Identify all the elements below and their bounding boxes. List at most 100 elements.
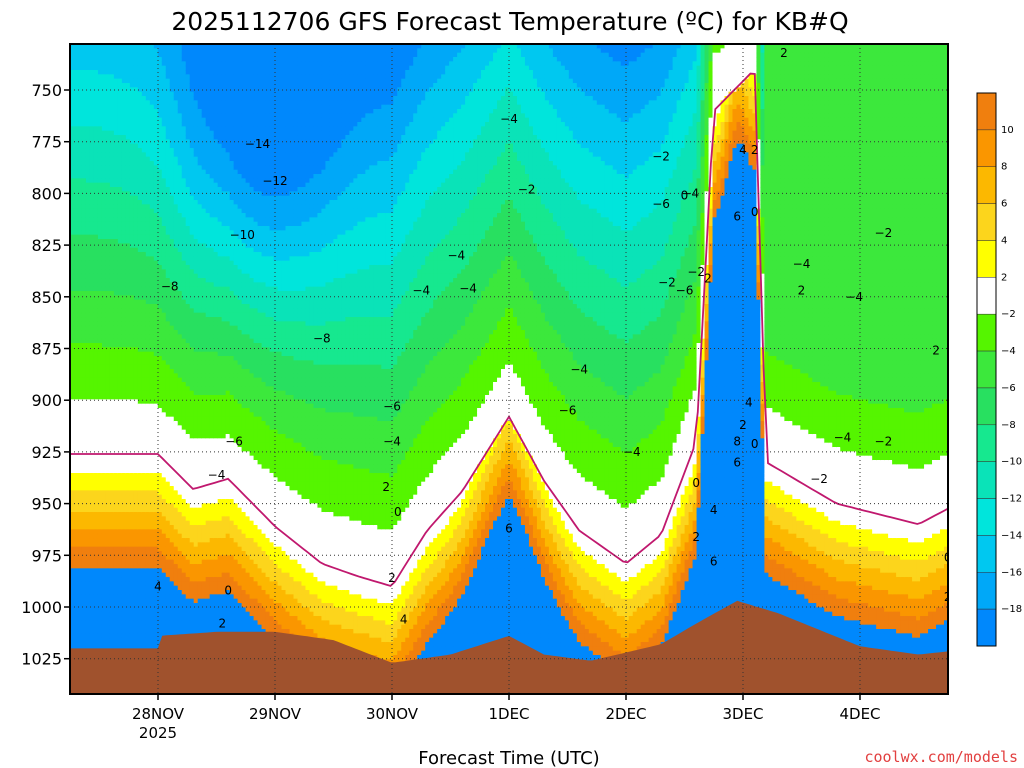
x-tick-label: 4DEC bbox=[839, 705, 880, 723]
contour-label: −6 bbox=[676, 284, 694, 298]
contour-label: −4 bbox=[500, 112, 518, 126]
colorbar-bin bbox=[976, 92, 997, 131]
contour-label: 2 bbox=[692, 530, 700, 544]
contour-label: 6 bbox=[733, 455, 741, 469]
contour-label: 2 bbox=[780, 46, 788, 60]
contour-label: 0 bbox=[692, 476, 700, 490]
colorbar-tick-label: −12 bbox=[1001, 494, 1022, 505]
colorbar-bin bbox=[976, 240, 997, 278]
contour-label: −8 bbox=[161, 280, 179, 294]
contour-label: −2 bbox=[658, 275, 676, 289]
contour-label: 0 bbox=[394, 505, 402, 519]
credit-text[interactable]: coolwx.com/models bbox=[864, 748, 1018, 766]
contour-label: 0 bbox=[751, 437, 759, 451]
contour-label: −4 bbox=[793, 257, 811, 271]
y-tick-label: 950 bbox=[31, 495, 62, 514]
colorbar-bin bbox=[976, 608, 997, 647]
contour-label: −2 bbox=[875, 226, 893, 240]
colorbar-tick-label: −16 bbox=[1001, 567, 1022, 578]
y-axis: 750 775 800 825 850 875 900 925 950 975 1000 1025 bbox=[21, 81, 70, 669]
contour-label: 2 bbox=[739, 418, 747, 432]
contour-label: 6 bbox=[733, 209, 741, 223]
colorbar-bin bbox=[976, 203, 997, 241]
contour-label: −4 bbox=[681, 187, 699, 201]
contour-label: 2 bbox=[751, 143, 759, 157]
contour-label: −4 bbox=[447, 249, 465, 263]
x-tick-label: 2DEC bbox=[605, 705, 646, 723]
colorbar: 10 8 6 4 2 −2 −4 −6 −8 −10 −12 −14 −16 −18 bbox=[976, 92, 1022, 647]
x-tick-label: 29NOV bbox=[249, 705, 302, 723]
contour-label: −4 bbox=[623, 445, 641, 459]
contour-label: −2 bbox=[875, 435, 893, 449]
colorbar-bin bbox=[976, 129, 997, 167]
contour-label: −10 bbox=[230, 228, 255, 242]
colorbar-frame bbox=[976, 92, 997, 647]
colorbar-tick-label: −6 bbox=[1001, 383, 1016, 394]
contour-label: 4 bbox=[710, 503, 718, 517]
colorbar-bin bbox=[976, 387, 997, 426]
colorbar-bin bbox=[976, 461, 997, 499]
contour-label: 0 bbox=[681, 189, 689, 203]
colorbar-tick-label: 10 bbox=[1001, 125, 1014, 136]
colorbar-bin bbox=[976, 313, 997, 352]
colorbar-bin bbox=[976, 424, 997, 462]
colorbar-bin bbox=[976, 572, 997, 610]
contour-label: 0 bbox=[224, 584, 232, 598]
colorbar-tick-label: −14 bbox=[1001, 530, 1022, 541]
contour-label: −4 bbox=[208, 468, 226, 482]
colorbar-tick-label: 8 bbox=[1001, 162, 1007, 173]
contour-label: −4 bbox=[412, 284, 430, 298]
colorbar-tick-label: −8 bbox=[1001, 420, 1016, 431]
contour-label: 2 bbox=[382, 480, 390, 494]
y-tick-label: 875 bbox=[31, 340, 62, 359]
colorbar-bin bbox=[976, 166, 997, 204]
contour-label: −4 bbox=[459, 282, 477, 296]
y-tick-label: 975 bbox=[31, 546, 62, 565]
contour-label: −2 bbox=[810, 472, 828, 486]
colorbar-tick-label: −10 bbox=[1001, 457, 1022, 468]
contour-label: 4 bbox=[154, 579, 162, 593]
contour-label: 8 bbox=[733, 435, 741, 449]
contour-label: 2 bbox=[704, 271, 712, 285]
colorbar-bin bbox=[976, 498, 997, 536]
colorbar-tick-label: 6 bbox=[1001, 199, 1007, 210]
colorbar-tick-label: 4 bbox=[1001, 235, 1007, 246]
y-tick-label: 1025 bbox=[21, 650, 62, 669]
contour-label: 6 bbox=[710, 555, 718, 569]
x-tick-label: 30NOV bbox=[366, 705, 419, 723]
contour-label: 2 bbox=[798, 284, 806, 298]
contour-label: −6 bbox=[652, 197, 670, 211]
contour-label: −2 bbox=[652, 149, 670, 163]
colorbar-tick-label: −18 bbox=[1001, 604, 1022, 615]
chart-title: 2025112706 GFS Forecast Temperature (ºC)… bbox=[171, 7, 848, 36]
colorbar-tick-label: 2 bbox=[1001, 272, 1007, 283]
contour-label: 4 bbox=[745, 395, 753, 409]
contour-label: −14 bbox=[245, 137, 270, 151]
contour-label: −4 bbox=[570, 362, 588, 376]
contour-label: 2 bbox=[388, 571, 396, 585]
contour-label: −4 bbox=[834, 431, 852, 445]
contour-label: −6 bbox=[383, 400, 401, 414]
contour-label: −2 bbox=[687, 265, 705, 279]
colorbar-bin bbox=[976, 350, 997, 389]
contour-label: 2 bbox=[944, 590, 952, 604]
x-axis: 28NOV 29NOV 30NOV 1DEC 2DEC 3DEC 4DEC 2025 bbox=[132, 694, 881, 742]
y-tick-label: 825 bbox=[31, 236, 62, 255]
contour-label: 4 bbox=[739, 143, 747, 157]
contour-label: −6 bbox=[225, 435, 243, 449]
contour-label: −4 bbox=[845, 290, 863, 304]
contour-label: 2 bbox=[932, 344, 940, 358]
y-tick-label: 925 bbox=[31, 443, 62, 462]
contour-label: 2 bbox=[219, 617, 227, 631]
colorbar-bin bbox=[976, 535, 997, 573]
contour-label: 0 bbox=[944, 551, 952, 565]
colorbar-tick-label: −4 bbox=[1001, 346, 1016, 357]
x-tick-label: 1DEC bbox=[488, 705, 529, 723]
terrain-area bbox=[70, 600, 948, 694]
colorbar-bin bbox=[976, 277, 997, 315]
y-tick-label: 800 bbox=[31, 184, 62, 203]
y-tick-label: 1000 bbox=[21, 598, 62, 617]
colorbar-tick-label: −2 bbox=[1001, 309, 1016, 320]
x-tick-label: 28NOV bbox=[132, 705, 185, 723]
